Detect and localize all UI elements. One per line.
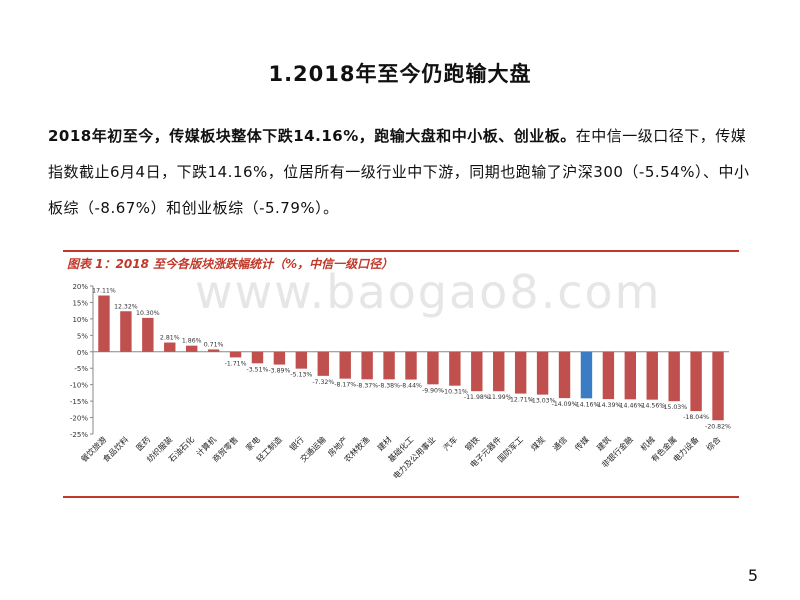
- bar-电力设备: [690, 351, 702, 412]
- figure-top-rule: [63, 250, 739, 252]
- bar-煤炭: [536, 351, 549, 395]
- category-label: 机械: [638, 434, 656, 452]
- bar-纺织服装: [164, 342, 176, 352]
- bar-餐饮旅游: [98, 295, 110, 352]
- bar-建筑: [602, 351, 615, 400]
- bar-汽车: [449, 351, 461, 386]
- bar-医药: [142, 317, 154, 352]
- bar-家电: [251, 351, 264, 364]
- y-tick-label: -5%: [74, 365, 88, 373]
- bar-通信: [558, 351, 571, 399]
- y-tick-label: -20%: [70, 415, 88, 423]
- bar-建材: [383, 351, 395, 380]
- data-label: -20.82%: [705, 423, 731, 430]
- bar-轻工制造: [273, 351, 286, 365]
- y-tick-label: 5%: [77, 332, 88, 340]
- bar-农林牧渔: [361, 351, 373, 380]
- bar-有色金属: [668, 351, 680, 402]
- data-label: -11.98%: [464, 394, 490, 401]
- bar-食品饮料: [120, 311, 132, 352]
- bar-国防军工: [514, 351, 527, 394]
- bar-基础化工: [405, 351, 417, 380]
- category-label: 建筑: [594, 434, 612, 452]
- bar-chart: 20%15%10%5%0%-5%-10%-15%-20%-25%17.11%餐饮…: [70, 283, 731, 481]
- data-label: -5.13%: [290, 372, 312, 379]
- bar-交通运输: [317, 351, 329, 376]
- data-label: -14.56%: [639, 403, 665, 410]
- y-tick-label: -10%: [70, 382, 88, 390]
- category-label: 煤炭: [529, 434, 547, 452]
- bar-房地产: [339, 351, 351, 379]
- y-tick-label: 20%: [72, 283, 88, 291]
- category-label: 汽车: [441, 434, 459, 452]
- data-label: -14.09%: [552, 401, 578, 408]
- category-label: 医药: [134, 434, 152, 452]
- y-tick-label: -25%: [70, 431, 88, 439]
- category-label: 银行: [287, 434, 305, 452]
- slide-title: 1.2018年至今仍跑输大盘: [268, 62, 532, 86]
- data-label: -8.38%: [378, 382, 400, 389]
- bar-机械: [646, 351, 658, 400]
- category-label: 通信: [551, 434, 569, 452]
- data-label: -13.03%: [530, 398, 556, 405]
- bar-计算机: [207, 349, 220, 352]
- data-label: -3.89%: [268, 368, 290, 375]
- data-label: -8.37%: [356, 382, 378, 389]
- data-label: -1.71%: [225, 360, 247, 367]
- category-label: 建材: [375, 434, 393, 452]
- y-tick-label: 10%: [72, 316, 88, 324]
- data-label: 0.71%: [204, 341, 224, 348]
- bar-综合: [712, 351, 724, 421]
- data-label: 12.32%: [114, 303, 138, 310]
- data-label: -10.31%: [442, 389, 468, 396]
- data-label: -18.04%: [683, 414, 709, 421]
- bar-电子元器件: [493, 351, 505, 392]
- summary-rest: 在中信一级口径下，传媒指数截止6月4日，下跌14.16%，位居所有一级行业中下游…: [48, 127, 750, 217]
- data-label: -14.39%: [595, 402, 621, 409]
- bar-石油石化: [185, 345, 198, 352]
- data-label: -15.03%: [661, 404, 687, 411]
- category-label: 家电: [244, 434, 262, 452]
- data-label: 2.81%: [160, 335, 180, 342]
- figure-caption: 图表 1：2018 至今各版块涨跌幅统计（%，中信一级口径）: [67, 257, 394, 271]
- bar-传媒: [580, 351, 593, 399]
- bar-银行: [295, 351, 308, 369]
- summary-paragraph: 2018年初至今，传媒板块整体下跌14.16%，跑输大盘和中小板、创业板。在中信…: [48, 118, 760, 226]
- y-tick-label: -15%: [70, 398, 88, 406]
- y-tick-label: 0%: [77, 349, 88, 357]
- y-tick-label: 15%: [72, 299, 88, 307]
- data-label: -7.32%: [312, 379, 334, 386]
- page-number: 5: [747, 566, 758, 585]
- bar-非银行金融: [624, 351, 637, 400]
- category-label: 钢铁: [463, 434, 481, 452]
- category-label: 综合: [704, 434, 722, 452]
- data-label: -8.44%: [400, 383, 422, 390]
- data-label: -14.16%: [574, 401, 600, 408]
- data-label: 17.11%: [92, 288, 116, 295]
- data-label: 1.86%: [182, 338, 202, 345]
- data-label: -11.99%: [486, 394, 512, 401]
- data-label: -3.51%: [247, 366, 269, 373]
- summary-bold-lead: 2018年初至今，传媒板块整体下跌14.16%，跑输大盘和中小板、创业板。: [48, 127, 576, 145]
- data-label: -8.17%: [334, 382, 356, 389]
- data-label: -9.90%: [422, 387, 444, 394]
- bar-钢铁: [471, 351, 483, 392]
- bar-电力及公用事业: [427, 351, 439, 385]
- bar-商贸零售: [229, 351, 242, 358]
- watermark: www.baogao8.com: [195, 265, 662, 319]
- category-label: 传媒: [572, 434, 590, 452]
- data-label: -12.71%: [508, 397, 534, 404]
- figure-bottom-rule: [63, 496, 739, 498]
- data-label: -14.46%: [617, 402, 643, 409]
- data-label: 10.30%: [136, 310, 160, 317]
